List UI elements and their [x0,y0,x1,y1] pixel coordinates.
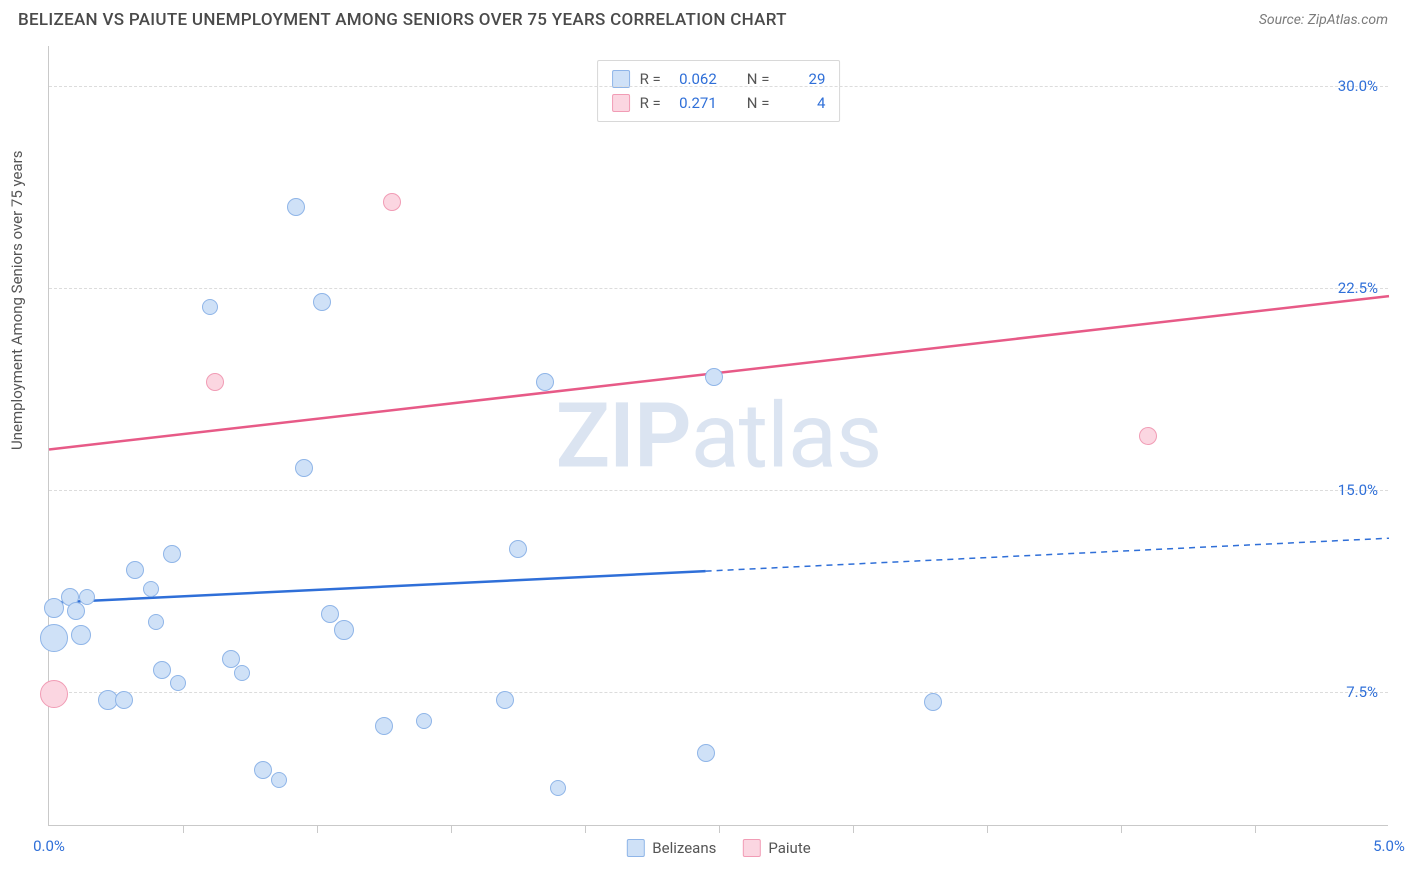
x-tick [987,825,988,833]
data-point [202,299,218,315]
source-label: Source: ZipAtlas.com [1259,12,1388,28]
data-point [295,459,313,477]
x-tick-label: 5.0% [1373,837,1405,855]
data-point [697,744,715,762]
data-point [234,665,250,681]
x-tick [585,825,586,833]
title-bar: BELIZEAN VS PAIUTE UNEMPLOYMENT AMONG SE… [0,0,1406,36]
gridline [49,490,1388,491]
x-tick [317,825,318,833]
series-legend: Belizeans Paiute [626,839,810,857]
data-point [536,373,554,391]
legend-swatch-icon [626,839,644,857]
y-tick-label: 30.0% [1338,77,1378,95]
legend-label: Belizeans [652,839,716,857]
watermark: ZIPatlas [556,383,882,488]
legend-label: Paiute [768,839,810,857]
data-point [705,368,723,386]
stats-row: R =0.271N =4 [612,91,826,115]
x-tick [719,825,720,833]
data-point [79,589,95,605]
x-tick [1121,825,1122,833]
data-point [126,561,144,579]
data-point [334,620,354,640]
data-point [375,717,393,735]
data-point [550,780,566,796]
chart-title: BELIZEAN VS PAIUTE UNEMPLOYMENT AMONG SE… [18,10,787,30]
data-point [321,605,339,623]
data-point [143,581,159,597]
y-tick-label: 15.0% [1338,481,1378,499]
data-point [206,373,224,391]
gridline [49,288,1388,289]
legend-item: Paiute [742,839,810,857]
y-axis-label: Unemployment Among Seniors over 75 years [8,151,26,450]
x-tick [183,825,184,833]
data-point [163,545,181,563]
data-point [170,675,186,691]
y-tick-label: 7.5% [1346,683,1378,701]
data-point [153,661,171,679]
stats-row: R =0.062N =29 [612,67,826,91]
data-point [924,693,942,711]
gridline [49,86,1388,87]
data-point [383,193,401,211]
x-tick [1255,825,1256,833]
data-point [148,614,164,630]
stats-legend: R =0.062N =29R =0.271N =4 [597,60,841,122]
x-tick [853,825,854,833]
data-point [509,540,527,558]
data-point [115,691,133,709]
data-point [71,625,91,645]
y-tick-label: 22.5% [1338,279,1378,297]
data-point [40,680,68,708]
x-tick [451,825,452,833]
data-point [271,772,287,788]
data-point [313,293,331,311]
series-swatch-icon [612,94,630,112]
legend-item: Belizeans [626,839,716,857]
data-point [1139,427,1157,445]
gridline [49,692,1388,693]
data-point [496,691,514,709]
data-point [416,713,432,729]
data-point [287,198,305,216]
series-swatch-icon [612,70,630,88]
legend-swatch-icon [742,839,760,857]
x-tick-label: 0.0% [33,837,65,855]
data-point [254,761,272,779]
trend-lines [49,46,1388,825]
scatter-plot: ZIPatlas R =0.062N =29R =0.271N =4 Beliz… [48,46,1388,826]
data-point [40,624,68,652]
